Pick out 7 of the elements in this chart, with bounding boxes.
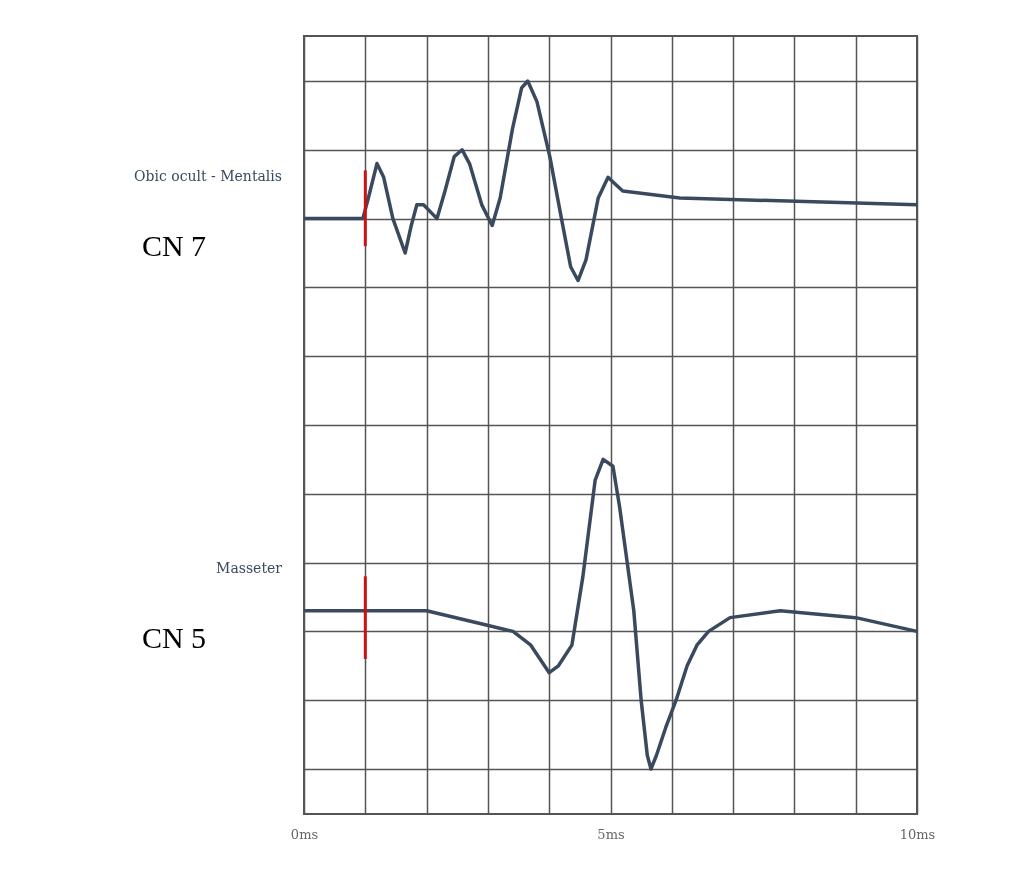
- text: Obic ocult - Mentalis: [134, 167, 282, 184]
- x-tick-label: 10ms: [899, 826, 936, 842]
- x-tick-label: 5ms: [597, 826, 625, 842]
- text: CN 7: [141, 228, 207, 262]
- x-tick-label: 0ms: [290, 826, 319, 842]
- text: CN 5: [141, 620, 207, 654]
- text: Masseter: [216, 559, 283, 576]
